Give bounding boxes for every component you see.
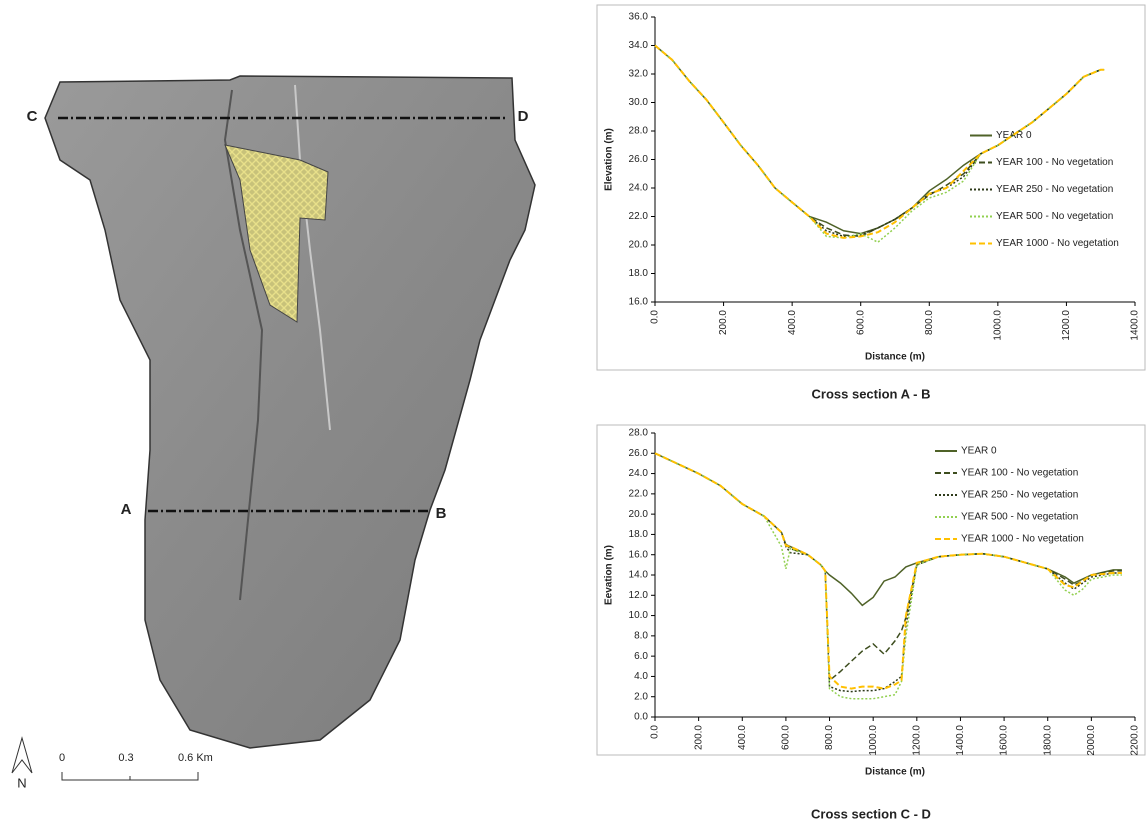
y-tick-label: 28.0	[629, 126, 649, 137]
scale-label: 0.3	[118, 752, 133, 764]
x-tick-label: 1000.0	[868, 725, 879, 756]
x-tick-label: 200.0	[693, 725, 704, 750]
y-axis-label: Eevation (m)	[604, 545, 615, 605]
x-tick-label: 1600.0	[999, 725, 1010, 756]
y-tick-label: 20.0	[629, 240, 649, 251]
x-tick-label: 1200.0	[911, 725, 922, 756]
x-tick-label: 600.0	[855, 310, 866, 335]
chart-title: Cross section A - B	[812, 386, 931, 401]
y-tick-label: 0.0	[634, 712, 648, 723]
north-label: N	[17, 775, 26, 790]
y-tick-label: 30.0	[629, 97, 649, 108]
y-tick-label: 16.0	[629, 297, 649, 308]
scale-label: 0	[59, 752, 65, 764]
y-tick-label: 28.0	[629, 428, 649, 439]
legend-label: YEAR 1000 - No vegetation	[961, 534, 1084, 545]
legend-label: YEAR 500 - No vegetation	[996, 211, 1113, 222]
y-tick-label: 34.0	[629, 40, 649, 51]
section-label: B	[436, 505, 447, 522]
chart-title: Cross section C - D	[811, 806, 931, 821]
x-axis-label: Distance (m)	[865, 767, 925, 778]
y-tick-label: 22.0	[629, 488, 649, 499]
y-tick-label: 6.0	[634, 651, 648, 662]
y-tick-label: 22.0	[629, 211, 649, 222]
x-tick-label: 1800.0	[1042, 725, 1053, 756]
y-tick-label: 24.0	[629, 183, 649, 194]
y-tick-label: 36.0	[629, 12, 649, 23]
section-label: D	[518, 108, 529, 125]
legend-label: YEAR 0	[996, 130, 1032, 141]
x-tick-label: 2000.0	[1086, 725, 1097, 756]
series-line	[655, 46, 1104, 237]
y-axis-label: Elevation (m)	[604, 128, 615, 191]
x-tick-label: 2200.0	[1130, 725, 1141, 756]
series-line	[655, 46, 1104, 237]
x-tick-label: 0.0	[650, 725, 661, 739]
north-arrow	[12, 738, 32, 773]
series-line	[655, 453, 1122, 680]
x-tick-label: 1000.0	[992, 310, 1003, 341]
x-tick-label: 1400.0	[955, 725, 966, 756]
y-tick-label: 20.0	[629, 509, 649, 520]
x-tick-label: 600.0	[781, 725, 792, 750]
y-tick-label: 12.0	[629, 590, 649, 601]
x-tick-label: 200.0	[718, 310, 729, 335]
legend-label: YEAR 250 - No vegetation	[996, 184, 1113, 195]
legend-label: YEAR 100 - No vegetation	[996, 157, 1113, 168]
legend-label: YEAR 250 - No vegetation	[961, 490, 1078, 501]
x-tick-label: 800.0	[824, 725, 835, 750]
x-tick-label: 1200.0	[1061, 310, 1072, 341]
series-line	[655, 46, 1104, 234]
series-line	[655, 46, 1104, 238]
scale-bar	[62, 772, 198, 780]
y-tick-label: 16.0	[629, 549, 649, 560]
map: C D A B N 0 0.3 0.6 Km	[12, 76, 535, 790]
y-tick-label: 18.0	[629, 268, 649, 279]
x-tick-label: 1400.0	[1130, 310, 1141, 341]
charts: 16.0 18.0 20.0 22.0 24.0 26.0 28.0 30.0 32.0 34.0…	[597, 5, 1145, 821]
y-tick-label: 32.0	[629, 69, 649, 80]
legend-label: YEAR 500 - No vegetation	[961, 512, 1078, 523]
figure: C D A B N 0 0.3 0.6 Km 16.0 18.0 20.0 22.0 2…	[0, 0, 1147, 825]
y-tick-label: 8.0	[634, 630, 648, 641]
y-tick-label: 4.0	[634, 671, 648, 682]
x-tick-label: 400.0	[787, 310, 798, 335]
x-tick-label: 800.0	[924, 310, 935, 335]
scale-label: 0.6 Km	[178, 752, 213, 764]
section-label: C	[27, 108, 38, 125]
y-tick-label: 26.0	[629, 448, 649, 459]
legend-label: YEAR 0	[961, 446, 997, 457]
y-tick-label: 2.0	[634, 691, 648, 702]
y-tick-label: 24.0	[629, 468, 649, 479]
x-tick-label: 400.0	[737, 725, 748, 750]
x-tick-label: 0.0	[650, 310, 661, 324]
y-tick-label: 18.0	[629, 529, 649, 540]
x-axis-label: Distance (m)	[865, 352, 925, 363]
section-label: A	[121, 501, 132, 518]
y-tick-label: 26.0	[629, 154, 649, 165]
y-tick-label: 14.0	[629, 570, 649, 581]
legend-label: YEAR 100 - No vegetation	[961, 468, 1078, 479]
y-tick-label: 10.0	[629, 610, 649, 621]
legend-label: YEAR 1000 - No vegetation	[996, 238, 1119, 249]
